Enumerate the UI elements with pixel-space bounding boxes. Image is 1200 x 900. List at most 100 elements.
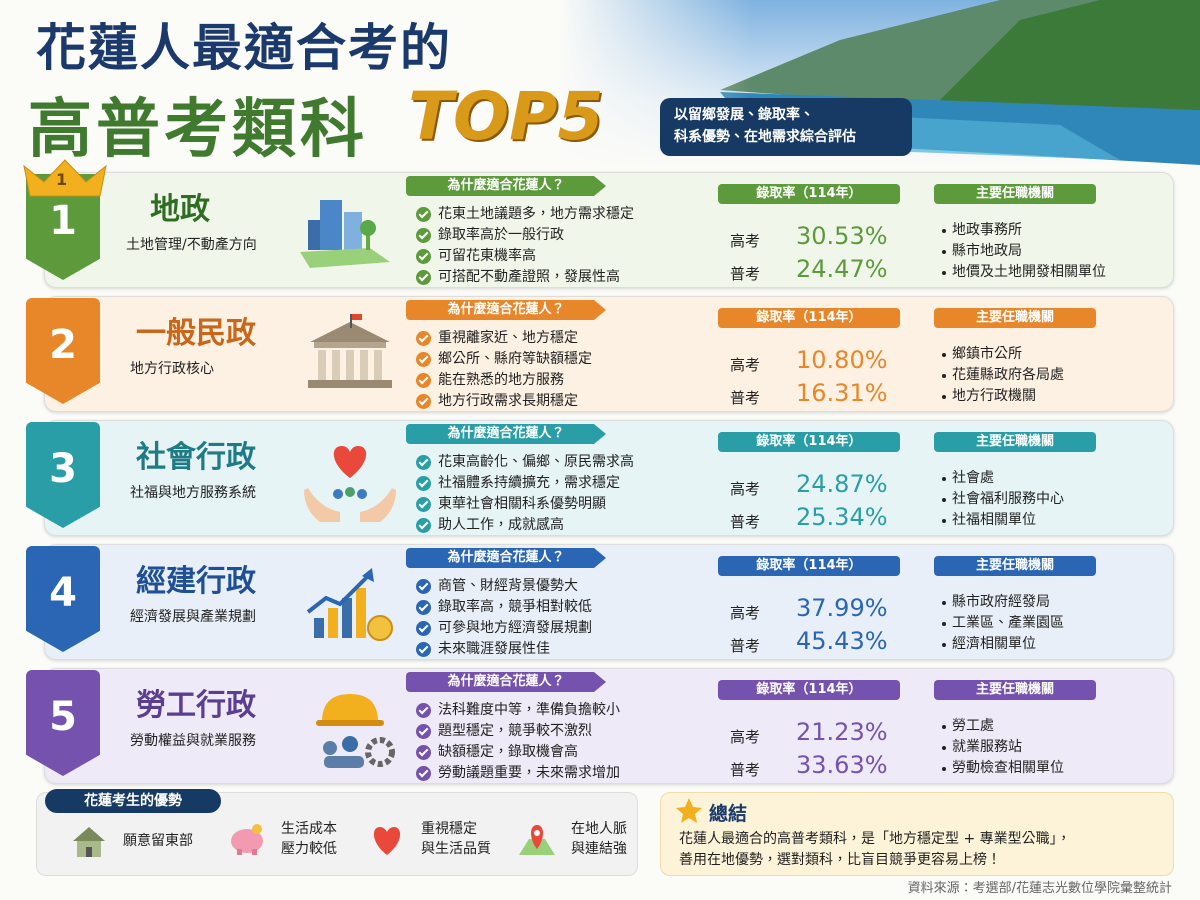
advantages-panel: 花蓮考生的優勢 願意留東部 生活成本 壓力較低 重視穩定 與生活品質 在地人脈 與連結強: [36, 789, 638, 876]
agency: 就業服務站: [940, 737, 1022, 758]
reason: 地方行政需求長期穩定: [416, 391, 578, 412]
agency: 地價及土地開發相關單位: [940, 262, 1106, 283]
reason: 鄉公所、縣府等缺額穩定: [416, 349, 592, 370]
rate-value: 25.34%: [796, 503, 888, 531]
rank-subtitle: 社福與地方服務系統: [130, 485, 256, 501]
rank-badge: 2: [26, 298, 100, 404]
reason: 法科難度中等，準備負擔較小: [416, 700, 620, 721]
rate-label: 普考: [730, 761, 761, 779]
advantage-icon: [373, 827, 401, 855]
reason: 題型穩定，競爭較不激烈: [416, 721, 592, 742]
reason: 未來職涯發展性佳: [416, 639, 550, 660]
advantage-icon: [231, 824, 263, 855]
agency: 地政事務所: [940, 220, 1022, 241]
rank-subtitle: 土地管理/不動產方向: [126, 237, 257, 253]
agency: 經濟相關單位: [940, 634, 1036, 655]
reason: 商管、財經背景優勢大: [416, 576, 578, 597]
title-line1: 花蓮人最適合考的: [36, 19, 452, 77]
reason: 重視離家近、地方穩定: [416, 328, 578, 349]
advantage-line: 重視穩定: [421, 821, 477, 837]
advantage-line: 願意留東部: [123, 833, 193, 849]
rate-label: 高考: [730, 232, 761, 250]
check-icon: [416, 703, 431, 718]
reason: 花東高齡化、偏鄉、原民需求高: [416, 452, 634, 473]
rate-value: 21.23%: [796, 718, 888, 746]
agencies-title: 主要任職機關: [934, 680, 1096, 700]
rank-icon: [308, 314, 392, 388]
rate-label: 普考: [730, 265, 761, 283]
check-icon: [416, 518, 431, 533]
rate-value: 24.87%: [796, 470, 888, 498]
agency: 勞工處: [940, 716, 994, 737]
agency: 縣市政府經發局: [940, 592, 1050, 613]
rate-label: 高考: [730, 604, 761, 622]
rank-name: 勞工行政: [136, 688, 256, 723]
reason: 花東土地議題多，地方需求穩定: [416, 204, 634, 225]
summary-text: 花蓮人最適合的高普考類科，是「地方穩定型 + 專業型公職」， 善用在地優勢，選對…: [679, 829, 1071, 871]
agencies-title: 主要任職機關: [934, 432, 1096, 452]
check-icon: [416, 249, 431, 264]
advantage: 願意留東部: [123, 831, 193, 851]
rank-number: 5: [49, 694, 77, 740]
rate-title: 錄取率（114年）: [718, 308, 900, 328]
star-icon: [676, 798, 702, 823]
agency: 鄉鎮市公所: [940, 344, 1022, 365]
check-icon: [416, 745, 431, 760]
rank-icon: [316, 694, 395, 768]
rank-badge: 4: [26, 546, 100, 652]
check-icon: [416, 455, 431, 470]
reason: 助人工作，成就感高: [416, 515, 564, 536]
advantage-icon: [519, 825, 555, 855]
rank-number: 3: [49, 446, 77, 492]
rank-icon: [306, 568, 393, 641]
agency: 社福相關單位: [940, 510, 1036, 531]
rate-label: 高考: [730, 728, 761, 746]
rate-label: 高考: [730, 480, 761, 498]
badge-line: 以留鄉發展、錄取率、: [674, 107, 814, 123]
advantage-line: 在地人脈: [571, 821, 627, 837]
reason: 可留花東機率高: [416, 246, 536, 267]
reason: 東華社會相關科系優勢明顯: [416, 494, 606, 515]
rank-badge: 5: [26, 670, 100, 776]
rate-value: 30.53%: [796, 222, 888, 250]
agency: 工業區、產業園區: [940, 613, 1064, 634]
advantage: 在地人脈 與連結強: [571, 819, 627, 859]
agency: 勞動檢查相關單位: [940, 758, 1064, 779]
rate-title: 錄取率（114年）: [718, 184, 900, 204]
criteria-badge: 以留鄉發展、錄取率、 科系優勢、在地需求綜合評估: [660, 98, 912, 156]
summary-title: 總結: [709, 803, 748, 825]
why-title: 為什麼適合花蓮人？: [406, 672, 606, 692]
summary-line: 花蓮人最適合的高普考類科，是「地方穩定型 + 專業型公職」，: [679, 831, 1071, 847]
agencies-title: 主要任職機關: [934, 184, 1096, 204]
rank-subtitle: 地方行政核心: [130, 361, 214, 377]
rate-title: 錄取率（114年）: [718, 680, 900, 700]
agencies-title: 主要任職機關: [934, 556, 1096, 576]
rate-value: 45.43%: [796, 627, 888, 655]
agencies-title: 主要任職機關: [934, 308, 1096, 328]
rate-label: 普考: [730, 513, 761, 531]
rank-number: 4: [49, 570, 77, 616]
summary-panel: 總結 花蓮人最適合的高普考類科，是「地方穩定型 + 專業型公職」， 善用在地優勢…: [660, 792, 1174, 876]
check-icon: [416, 579, 431, 594]
agency: 社會處: [940, 468, 994, 489]
rate-value: 16.31%: [796, 379, 888, 407]
agency: 花蓮縣政府各局處: [940, 365, 1064, 386]
why-title: 為什麼適合花蓮人？: [406, 176, 606, 196]
reason: 可參與地方經濟發展規劃: [416, 618, 592, 639]
title-line2: 高普考類科: [28, 93, 368, 167]
why-title: 為什麼適合花蓮人？: [406, 548, 606, 568]
agency: 縣市地政局: [940, 241, 1022, 262]
check-icon: [416, 766, 431, 781]
advantage: 重視穩定 與生活品質: [421, 819, 491, 859]
check-icon: [416, 270, 431, 285]
title-accent: TOP5: [408, 78, 604, 155]
rank-icon: [304, 446, 396, 522]
rate-value: 33.63%: [796, 751, 888, 779]
advantage-line: 生活成本: [281, 821, 337, 837]
rank-name: 一般民政: [136, 316, 256, 351]
why-title: 為什麼適合花蓮人？: [406, 424, 606, 444]
summary-line: 善用在地優勢，選對類科，比盲目競爭更容易上榜！: [679, 852, 1001, 868]
check-icon: [416, 600, 431, 615]
check-icon: [416, 497, 431, 512]
